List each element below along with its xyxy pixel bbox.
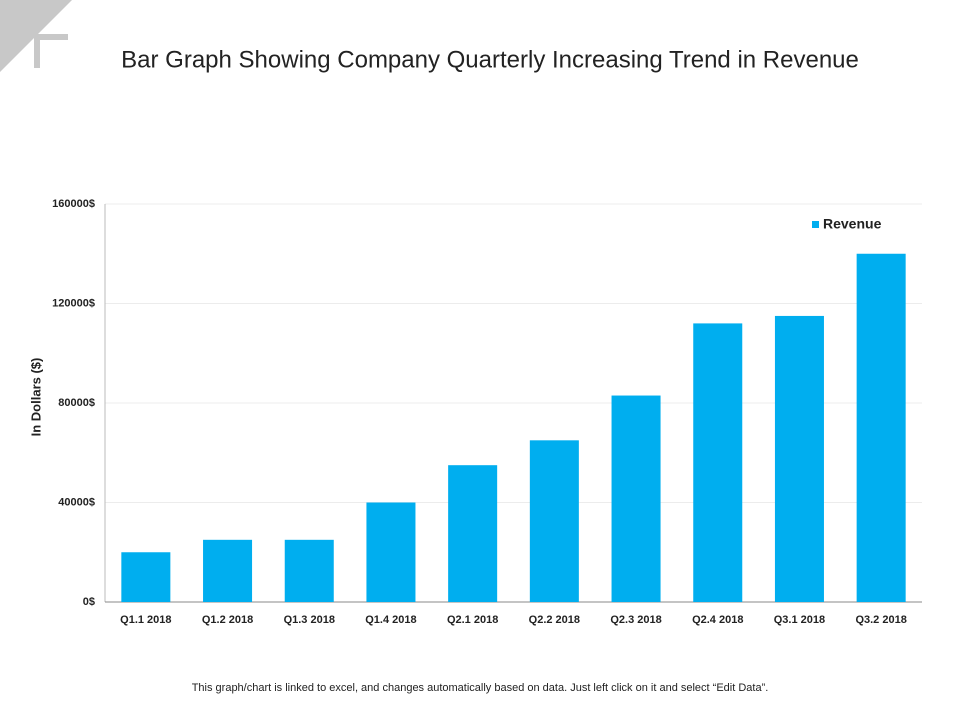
corner-decoration [34,34,68,68]
y-tick-label: 160000$ [52,198,95,210]
x-tick-label: Q2.2 2018 [529,614,580,626]
x-tick-label: Q2.4 2018 [692,614,743,626]
bar [693,323,743,602]
x-tick-label: Q1.4 2018 [365,614,416,626]
bar [448,465,498,602]
bar [366,502,416,602]
x-tick-label: Q1.2 2018 [202,614,253,626]
y-tick-label: 120000$ [52,297,95,309]
x-tick-label: Q3.1 2018 [774,614,825,626]
bar [203,539,253,602]
x-tick-label: Q1.3 2018 [284,614,335,626]
y-tick-label: 40000$ [58,496,95,508]
bar [529,440,579,602]
x-tick-label: Q2.3 2018 [610,614,661,626]
bar [856,253,906,602]
x-tick-label: Q3.2 2018 [855,614,906,626]
bar [284,539,334,602]
legend-swatch [812,221,819,228]
y-tick-label: 80000$ [58,397,95,409]
bar [611,395,661,602]
x-tick-label: Q2.1 2018 [447,614,498,626]
legend-label: Revenue [823,216,882,232]
x-tick-label: Q1.1 2018 [120,614,171,626]
y-axis-label: In Dollars ($) [28,358,43,437]
y-tick-label: 0$ [83,596,95,608]
chart-title: Bar Graph Showing Company Quarterly Incr… [121,46,859,73]
bar [774,315,824,602]
footnote: This graph/chart is linked to excel, and… [192,682,769,694]
bar [121,552,171,602]
